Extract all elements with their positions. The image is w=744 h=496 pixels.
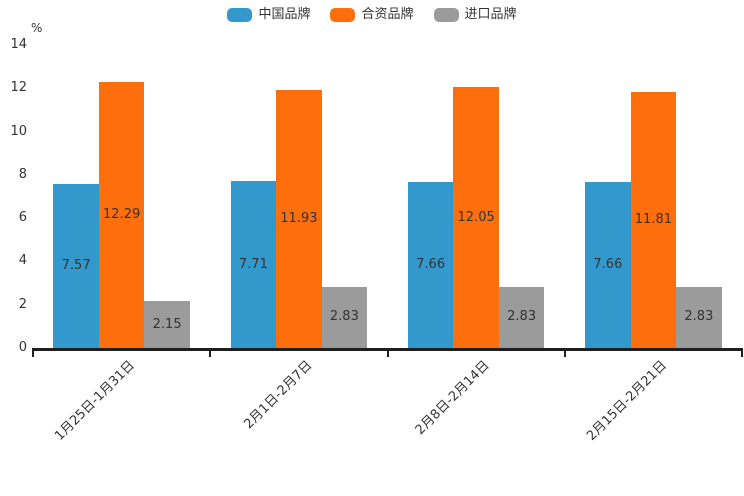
bar-value-label: 2.83 [684,309,714,325]
x-axis-tick [209,348,212,357]
bar-series2-group0 [144,301,190,348]
legend-item-label: 合资品牌 [361,7,414,22]
y-tick-label: 12 [10,80,27,96]
y-tick-label: 0 [18,340,27,355]
legend-swatch-icon [433,8,459,22]
y-tick-label: 8 [18,166,27,182]
x-axis-tick [563,348,566,357]
x-axis-tick [32,348,34,357]
bar-value-label: 2.83 [507,309,537,325]
bar-value-label: 12.29 [103,207,141,222]
bar-series0-group3 [585,182,631,348]
bar-series2-group2 [498,286,545,348]
bar-series2-group1 [321,286,368,348]
legend-swatch-icon [330,8,356,22]
bar-value-label: 12.05 [457,209,495,225]
legend-item-2[interactable]: 进口品牌 [433,7,517,23]
bar-series1-group2 [453,87,499,348]
bar-value-label: 7.57 [61,258,91,274]
x-tick-label: 1月25日-1月31日 [52,358,139,444]
y-tick-label: 10 [10,123,27,139]
legend: 中国品牌 合资品牌 进口品牌 [0,7,744,23]
legend-swatch-icon [227,8,253,22]
bar-value-label: 2.83 [329,309,359,325]
bar-value-label: 11.93 [280,210,318,226]
bar-series2-group3 [676,286,722,348]
bar-value-label: 7.66 [593,257,623,273]
bar-value-label: 7.66 [416,257,446,273]
bar-series1-group3 [630,92,677,348]
x-axis-tick [386,348,389,357]
bar-value-label: 7.71 [238,256,268,272]
x-tick-label: 2月1日-2月7日 [241,358,316,433]
legend-item-1[interactable]: 合资品牌 [330,7,414,23]
bar-series0-group2 [407,182,454,348]
bar-series0-group1 [230,181,277,348]
bar-series1-group1 [276,89,322,348]
y-axis-unit-label: % [31,21,43,35]
x-tick-label: 2月15日-2月21日 [584,358,670,444]
legend-item-label: 进口品牌 [464,7,517,22]
bar-value-label: 2.15 [152,316,182,332]
plot-area: 7.57 12.29 2.15 7.71 11.93 2.83 7.66 12.05 2.83 7… [33,45,742,348]
y-tick-label: 14 [10,37,27,52]
y-tick-label: 6 [18,210,27,226]
legend-item-0[interactable]: 中国品牌 [227,7,310,23]
bar-series0-group0 [53,184,99,348]
x-tick-label: 2月8日-2月14日 [412,358,493,438]
y-tick-label: 4 [18,253,27,269]
bar-series1-group0 [98,82,145,348]
y-tick-label: 2 [18,296,27,312]
bar-value-label: 11.81 [634,212,672,228]
legend-item-label: 中国品牌 [258,7,311,22]
x-axis-tick [741,348,743,357]
